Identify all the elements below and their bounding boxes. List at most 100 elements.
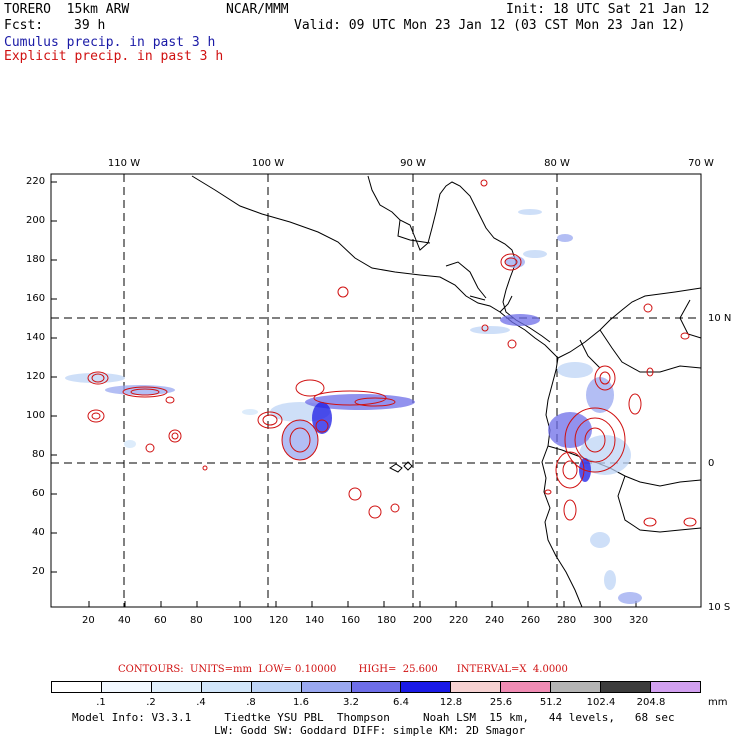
contour	[504, 257, 518, 267]
contour	[262, 414, 278, 426]
legend-swatch	[52, 682, 102, 692]
lat-label: 0	[708, 458, 715, 469]
legend-swatch	[651, 682, 700, 692]
legend-label: .8	[246, 697, 256, 708]
contour	[130, 388, 160, 396]
init-time: Init: 18 UTC Sat 21 Jan 12	[506, 2, 710, 17]
contour	[680, 332, 690, 340]
legend-label: .1	[96, 697, 106, 708]
model-info: Model Info: V3.3.1 Tiedtke YSU PBL Thomp…	[72, 711, 675, 724]
cumulus-cell	[548, 412, 592, 448]
legend-label: 102.4	[586, 697, 616, 708]
x-tick-label: 40	[118, 615, 131, 626]
contours-info: CONTOURS: UNITS=mm LOW= 0.10000 HIGH= 25…	[118, 664, 568, 675]
lon-label: 90 W	[400, 158, 426, 169]
cumulus-cell	[586, 377, 614, 413]
cumulus-cell	[505, 256, 525, 268]
legend-swatch	[501, 682, 552, 692]
cumulus-cell	[557, 234, 573, 242]
x-tick-label: 200	[413, 615, 433, 626]
contour	[564, 407, 626, 473]
color-legend	[51, 681, 701, 693]
legend-label: .4	[196, 697, 206, 708]
legend-label: 6.4	[393, 697, 409, 708]
contour	[507, 339, 517, 349]
x-tick-label: 80	[190, 615, 203, 626]
cumulus-cell	[604, 570, 616, 590]
graticule	[51, 174, 701, 607]
contour	[562, 460, 578, 480]
contour	[555, 451, 585, 489]
contour	[315, 419, 329, 433]
legend-swatch	[301, 682, 352, 692]
lat-label: 10 S	[708, 602, 731, 613]
legend-units: mm	[708, 697, 728, 708]
x-tick-label: 280	[557, 615, 577, 626]
legend-swatch	[601, 682, 652, 692]
cumulus-field-label: Cumulus precip. in past 3 h	[4, 35, 216, 50]
contour	[91, 412, 101, 420]
contour	[91, 373, 105, 383]
contour	[348, 487, 362, 501]
y-tick-label: 40	[32, 527, 45, 538]
y-tick-label: 220	[26, 176, 46, 187]
explicit-contours	[87, 179, 697, 527]
contour	[165, 396, 175, 404]
x-tick-label: 220	[449, 615, 469, 626]
contour	[122, 386, 168, 398]
fcst-label: Fcst:	[4, 18, 44, 33]
contour	[481, 324, 489, 332]
contour	[584, 427, 606, 453]
cumulus-cell	[590, 532, 610, 548]
x-tick-label: 100	[233, 615, 253, 626]
contour	[281, 419, 319, 461]
legend-swatch	[451, 682, 502, 692]
y-tick-label: 140	[26, 332, 46, 343]
lon-label: 80 W	[544, 158, 570, 169]
contour	[390, 503, 400, 513]
legend-label: 204.8	[636, 697, 666, 708]
model-title: TORERO 15km ARW	[4, 2, 130, 17]
x-tick-label: 140	[305, 615, 325, 626]
x-tick-label: 160	[341, 615, 361, 626]
y-tick-label: 20	[32, 566, 45, 577]
contour	[646, 367, 654, 377]
cumulus-cell	[500, 314, 540, 326]
fcst-hours: 39 h	[74, 18, 106, 33]
cumulus-cell	[312, 402, 332, 434]
center-label: NCAR/MMM	[226, 2, 289, 17]
contour	[202, 465, 208, 471]
lon-label: 110 W	[107, 158, 141, 169]
x-tick-label: 320	[629, 615, 649, 626]
legend-label: 12.8	[439, 697, 463, 708]
legend-label: 3.2	[343, 697, 359, 708]
contour	[168, 429, 182, 443]
cumulus-cell	[124, 440, 136, 448]
contour	[257, 411, 283, 429]
contour	[683, 517, 697, 527]
legend-swatch	[101, 682, 152, 692]
legend-label: .2	[146, 697, 156, 708]
y-tick-marks	[51, 181, 57, 573]
cumulus-cell	[242, 409, 258, 415]
lat-label: 10 N	[708, 313, 732, 324]
valid-time: Valid: 09 UTC Mon 23 Jan 12 (03 CST Mon …	[294, 18, 686, 33]
contour	[599, 371, 611, 385]
x-tick-marks	[88, 601, 637, 607]
contour	[87, 371, 109, 385]
y-tick-label: 160	[26, 293, 46, 304]
x-tick-label: 120	[269, 615, 289, 626]
x-tick-label: 300	[593, 615, 613, 626]
y-tick-label: 200	[26, 215, 46, 226]
legend-swatch	[201, 682, 252, 692]
y-tick-label: 80	[32, 449, 45, 460]
y-tick-label: 60	[32, 488, 45, 499]
contour	[87, 409, 105, 423]
legend-label: 1.6	[293, 697, 309, 708]
cumulus-cell	[282, 420, 318, 460]
legend-swatch	[351, 682, 402, 692]
contour	[544, 489, 552, 495]
cumulus-cell	[470, 326, 510, 334]
legend-swatch	[251, 682, 302, 692]
